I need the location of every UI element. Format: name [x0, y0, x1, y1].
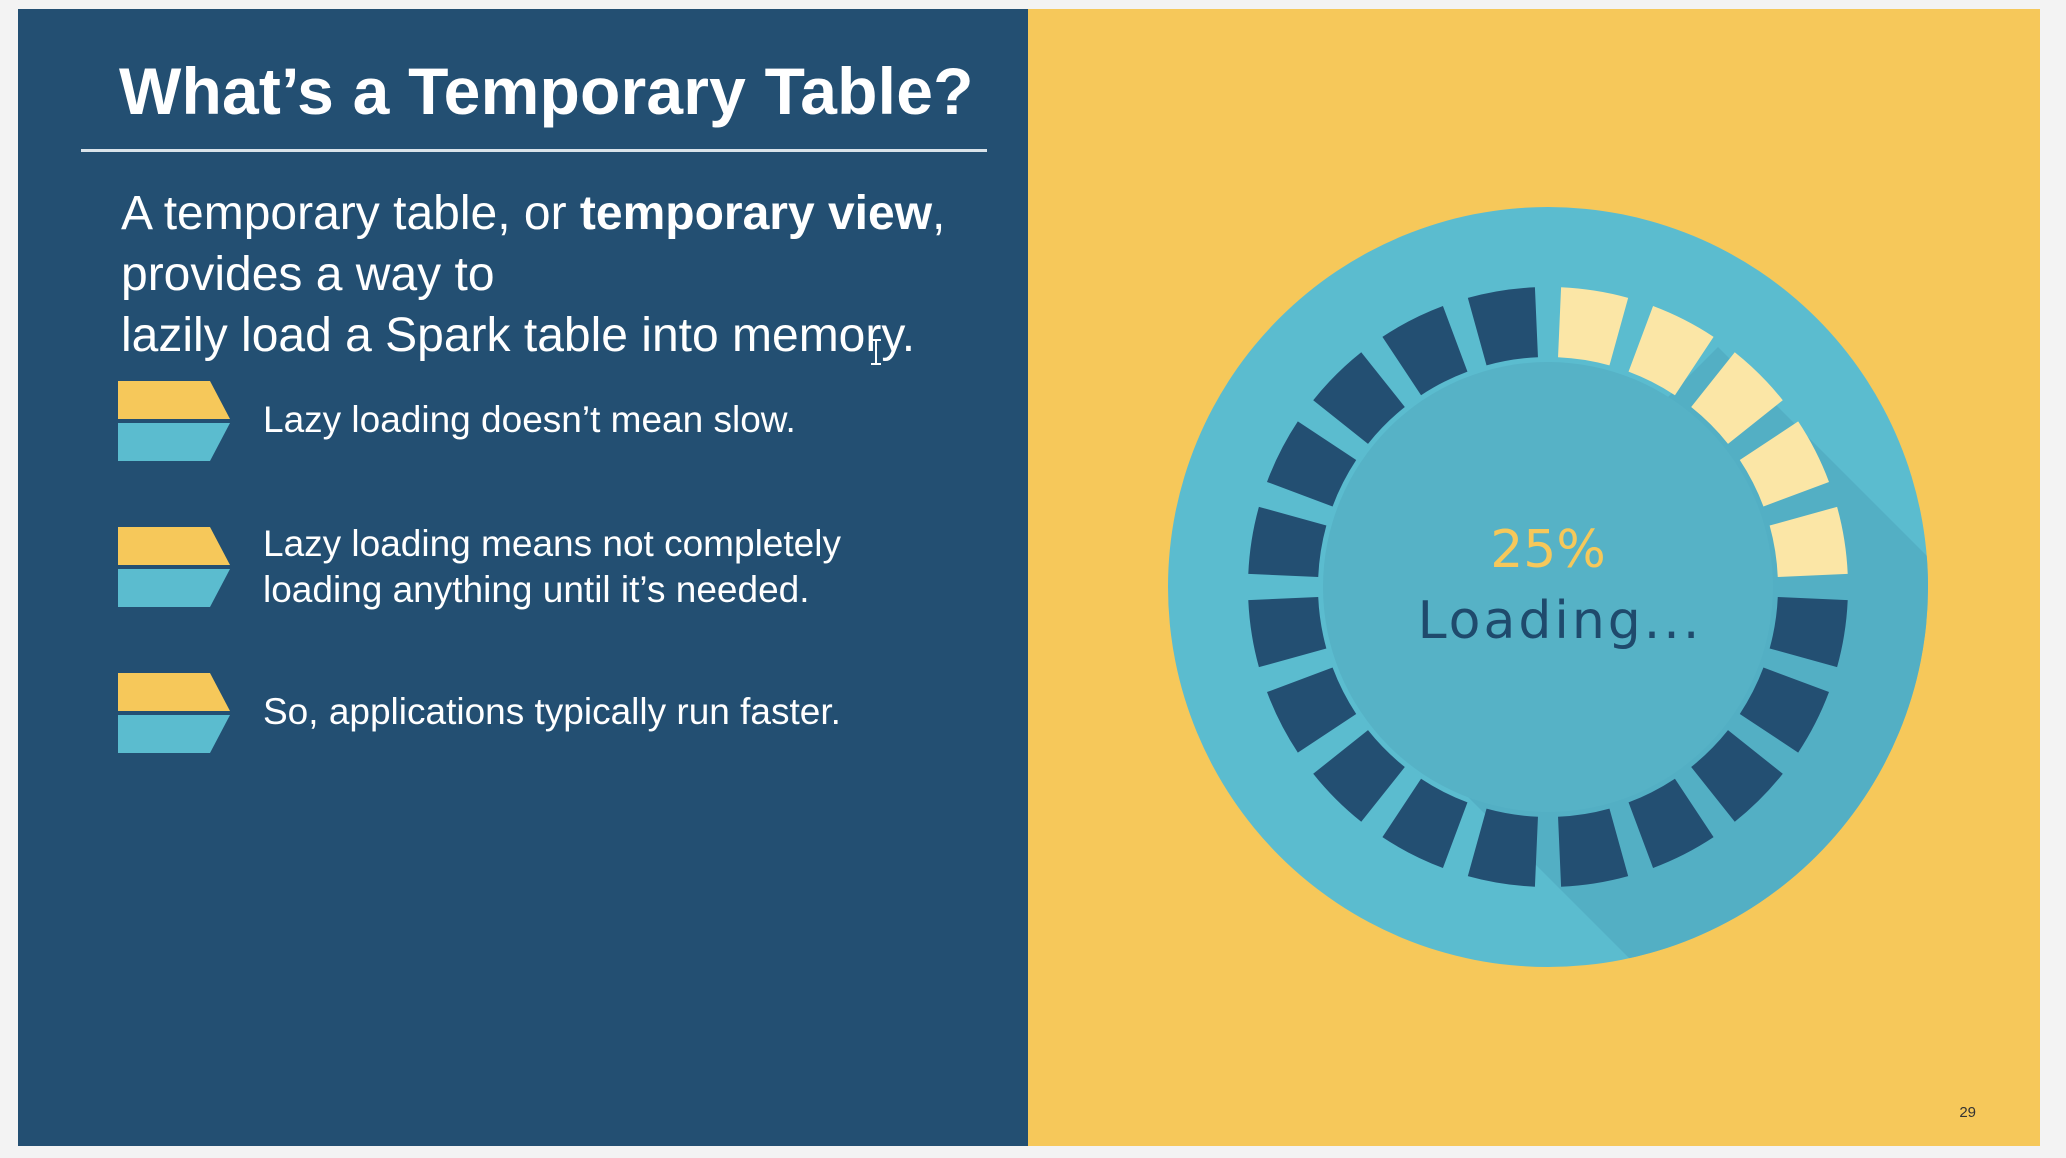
bullet-text: Lazy loading means not completely loadin…	[263, 521, 841, 613]
loader-segment-empty	[1628, 778, 1714, 869]
loader-segment-filled	[1769, 506, 1848, 577]
intro-line-1: A temporary table, or temporary view,	[121, 183, 1011, 244]
bullet-text-line-2: loading anything until it’s needed.	[263, 569, 810, 610]
loader-segment-empty	[1382, 778, 1468, 869]
text-cursor-icon	[871, 339, 881, 365]
loader-segment-filled	[1739, 421, 1830, 507]
bullet-text-line-1: Lazy loading means not completely	[263, 523, 841, 564]
loader-segment-empty	[1248, 506, 1327, 577]
right-panel: 25% Loading... 29	[1028, 9, 2040, 1146]
chevron-bullet-icon	[118, 381, 230, 461]
intro-text: A temporary table, or	[121, 187, 580, 240]
loader-segment-empty	[1382, 305, 1468, 396]
loader-segment-empty	[1769, 597, 1848, 668]
loader-segment-empty	[1266, 421, 1357, 507]
loader-percent-label: 25%	[1490, 520, 1606, 580]
loader-segment-filled	[1691, 352, 1783, 444]
loader-segment-empty	[1558, 808, 1629, 887]
loader-segment-empty	[1467, 287, 1538, 366]
intro-line-3: lazily load a Spark table into memory.	[121, 309, 916, 362]
intro-comma: ,	[932, 187, 946, 240]
intro-bold-term: temporary view	[579, 187, 933, 240]
loader-segment-empty	[1313, 352, 1405, 444]
bullet-text: Lazy loading doesn’t mean slow.	[263, 399, 796, 440]
loader-segment-empty	[1739, 667, 1830, 753]
chevron-bullet-icon	[118, 673, 230, 753]
loader-segment-empty	[1266, 667, 1357, 753]
loader-segment-filled	[1628, 305, 1714, 396]
bullet-text: So, applications typically run faster.	[263, 691, 841, 732]
intro-line-2: provides a way to	[121, 248, 495, 301]
title-divider	[81, 149, 987, 152]
chevron-bullet-icon	[118, 527, 230, 607]
loading-graphic: 25% Loading...	[1168, 207, 1928, 967]
loader-segment-empty	[1248, 597, 1327, 668]
intro-paragraph: A temporary table, or temporary view, pr…	[121, 183, 1011, 366]
loader-inner-disc	[1323, 362, 1773, 812]
left-panel: What’s a Temporary Table? A temporary ta…	[18, 9, 1028, 1146]
slide-title: What’s a Temporary Table?	[119, 54, 974, 128]
loader-segment-filled	[1558, 287, 1629, 366]
loader-segment-empty	[1691, 730, 1783, 822]
presentation-slide: What’s a Temporary Table? A temporary ta…	[18, 9, 2040, 1146]
page-number: 29	[1959, 1104, 1976, 1121]
loader-status-label: Loading...	[1418, 591, 1703, 651]
loader-segment-ring	[1248, 287, 1848, 887]
loader-segment-empty	[1313, 730, 1405, 822]
loader-segment-empty	[1467, 808, 1538, 887]
